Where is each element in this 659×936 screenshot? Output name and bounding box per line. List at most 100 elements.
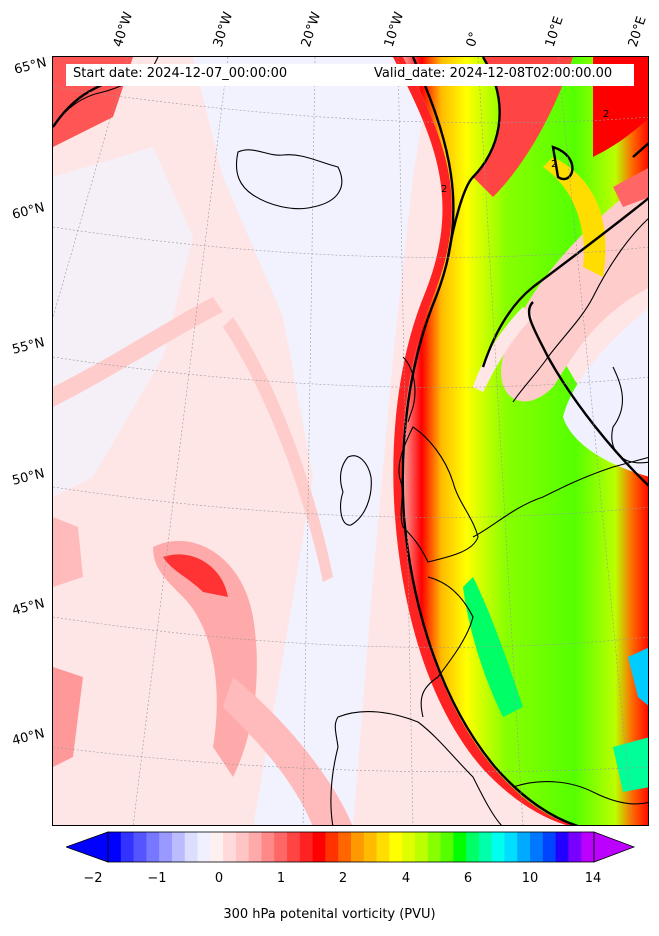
- low-pv-tongue: [501, 178, 648, 402]
- colorbar-cell: [351, 832, 365, 862]
- colorbar-cell: [581, 832, 595, 862]
- pv-map-svg: 2 2 2: [53, 57, 648, 825]
- colorbar-cell: [171, 832, 186, 862]
- pv-streak: [613, 168, 648, 207]
- contour-label: 2: [603, 109, 609, 120]
- baltic-coast: [611, 366, 648, 464]
- cbar-tick-2: 2: [338, 871, 348, 886]
- cbar-tick-minus1: −1: [147, 871, 167, 886]
- colorbar-cell: [427, 832, 441, 862]
- ireland-coast: [339, 455, 372, 526]
- colorbar-cell: [146, 832, 160, 862]
- cbar-tick-1: 1: [276, 871, 286, 886]
- contour-label: 2: [441, 184, 447, 195]
- colorbar-cell: [466, 832, 480, 862]
- high-pv-core: [628, 647, 648, 706]
- colorbar-cell: [517, 832, 531, 862]
- colorbar-extend-high: [593, 831, 636, 863]
- graticule: [53, 57, 648, 825]
- low-pv-band: [193, 57, 433, 825]
- colorbar-cell: [274, 832, 288, 862]
- lon-label-10w: 10°W: [381, 10, 408, 49]
- britain-coast: [398, 426, 479, 563]
- contour-2pvu: [446, 57, 501, 258]
- contour-2pvu: [551, 142, 648, 181]
- iberia-coast: [330, 711, 502, 825]
- cbar-tick-10: 10: [521, 871, 539, 886]
- contour-label: 2: [551, 159, 557, 170]
- low-pv-north-sea: [473, 307, 533, 392]
- colorbar-cell: [363, 832, 377, 862]
- pv-streak: [153, 540, 257, 777]
- lat-label-55n: 55°N: [10, 335, 47, 358]
- lat-label-45n: 45°N: [10, 596, 47, 619]
- colorbar-cell: [133, 832, 147, 862]
- start-date: Start date: 2024-12-07_00:00:00: [73, 66, 288, 81]
- colorbar-cell: [491, 832, 505, 862]
- lat-label-60n: 60°N: [10, 200, 47, 223]
- colorbar-cells: [108, 832, 595, 862]
- pv-streak: [53, 297, 223, 407]
- colorbar-cell: [389, 832, 403, 862]
- colorbar-cell: [504, 832, 518, 862]
- coastlines: [53, 57, 648, 825]
- scotland-coast: [402, 356, 416, 423]
- colorbar-cell: [235, 832, 250, 862]
- colorbar-cell: [402, 832, 416, 862]
- cbar-tick-14: 14: [584, 871, 602, 886]
- colorbar-cell: [287, 832, 301, 862]
- colorbar-cell: [299, 832, 314, 862]
- colorbar-cell: [261, 832, 275, 862]
- iceland-coast: [235, 149, 343, 210]
- colorbar-cell: [414, 832, 429, 862]
- colorbar-extend-low: [66, 831, 109, 863]
- colorbar-cell: [312, 832, 326, 862]
- colorbar-cell: [223, 832, 237, 862]
- colorbar: [66, 831, 636, 863]
- colorbar-label: 300 hPa potenital vorticity (PVU): [223, 907, 436, 922]
- lon-label-10e: 10°E: [542, 14, 567, 50]
- lon-label-20w: 20°W: [298, 10, 325, 49]
- lat-label-50n: 50°N: [10, 466, 47, 489]
- lon-label-40w: 40°W: [110, 10, 137, 49]
- lat-label-40n: 40°N: [10, 726, 47, 749]
- pv-streak: [223, 677, 353, 825]
- mediterranean-coast: [512, 781, 648, 805]
- pv-streak: [53, 517, 83, 587]
- date-info-box: [66, 64, 634, 86]
- colorbar-cell: [248, 832, 262, 862]
- colorbar-cell: [530, 832, 544, 862]
- pv-streak: [543, 157, 606, 277]
- colorbar-cell: [555, 832, 569, 862]
- colorbar-cell: [568, 832, 582, 862]
- cbar-tick-minus2: −2: [83, 871, 103, 886]
- colorbar-cell: [440, 832, 454, 862]
- pv-streak: [163, 554, 228, 597]
- cbar-tick-4: 4: [401, 871, 411, 886]
- low-pv-west: [53, 147, 193, 497]
- cbar-tick-6: 6: [463, 871, 473, 886]
- colorbar-cell: [210, 832, 224, 862]
- colorbar-cell: [120, 832, 134, 862]
- lon-label-20e: 20°E: [625, 14, 650, 50]
- high-pv-core: [613, 737, 648, 792]
- continent-coast: [472, 456, 648, 538]
- colorbar-outline: [107, 831, 595, 863]
- scandinavia-low: [563, 308, 648, 477]
- pv-streak: [223, 317, 333, 582]
- lon-label-30w: 30°W: [210, 10, 237, 49]
- high-pv-region: [401, 57, 648, 825]
- france-coast: [420, 576, 474, 718]
- colorbar-cell: [184, 832, 198, 862]
- lat-label-65n: 65°N: [12, 55, 49, 78]
- colorbar-cell: [159, 832, 173, 862]
- lon-label-0: 0°: [463, 30, 483, 49]
- cbar-tick-0: 0: [214, 871, 224, 886]
- colorbar-cell: [338, 832, 352, 862]
- colorbar-cell: [108, 832, 122, 862]
- colorbar-cell: [478, 832, 493, 862]
- pv-map: 2 2 2: [52, 56, 649, 826]
- colorbar-cell: [542, 832, 557, 862]
- colorbar-cell: [376, 832, 390, 862]
- contour-2pvu: [401, 57, 579, 825]
